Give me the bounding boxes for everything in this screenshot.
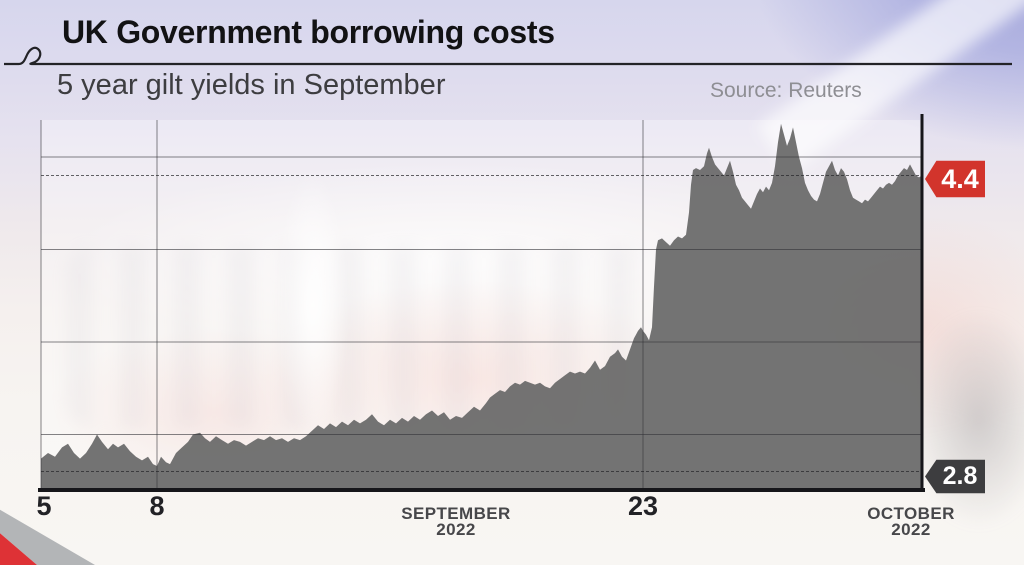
month-year: 2022	[436, 520, 476, 539]
x-label-september-2022: SEPTEMBER 2022	[401, 504, 511, 539]
background-blurred-statue	[276, 168, 348, 443]
month-year: 2022	[891, 520, 931, 539]
month-name: OCTOBER	[867, 504, 955, 523]
month-name: SEPTEMBER	[401, 504, 511, 523]
start-yield-badge: 2.8	[925, 459, 985, 494]
page-title: UK Government borrowing costs	[62, 14, 555, 50]
source-credit: Source: Reuters	[710, 79, 862, 102]
x-tick-sept-23: 23	[627, 491, 659, 521]
x-label-october-2022: OCTOBER 2022	[867, 504, 955, 539]
chart-subtitle: 5 year gilt yields in September	[57, 69, 446, 101]
title-underline-curl	[4, 46, 1012, 66]
current-yield-badge: 4.4	[925, 160, 985, 198]
x-tick-sept-8: 8	[149, 491, 165, 521]
x-tick-sept-5: 5	[36, 491, 52, 521]
